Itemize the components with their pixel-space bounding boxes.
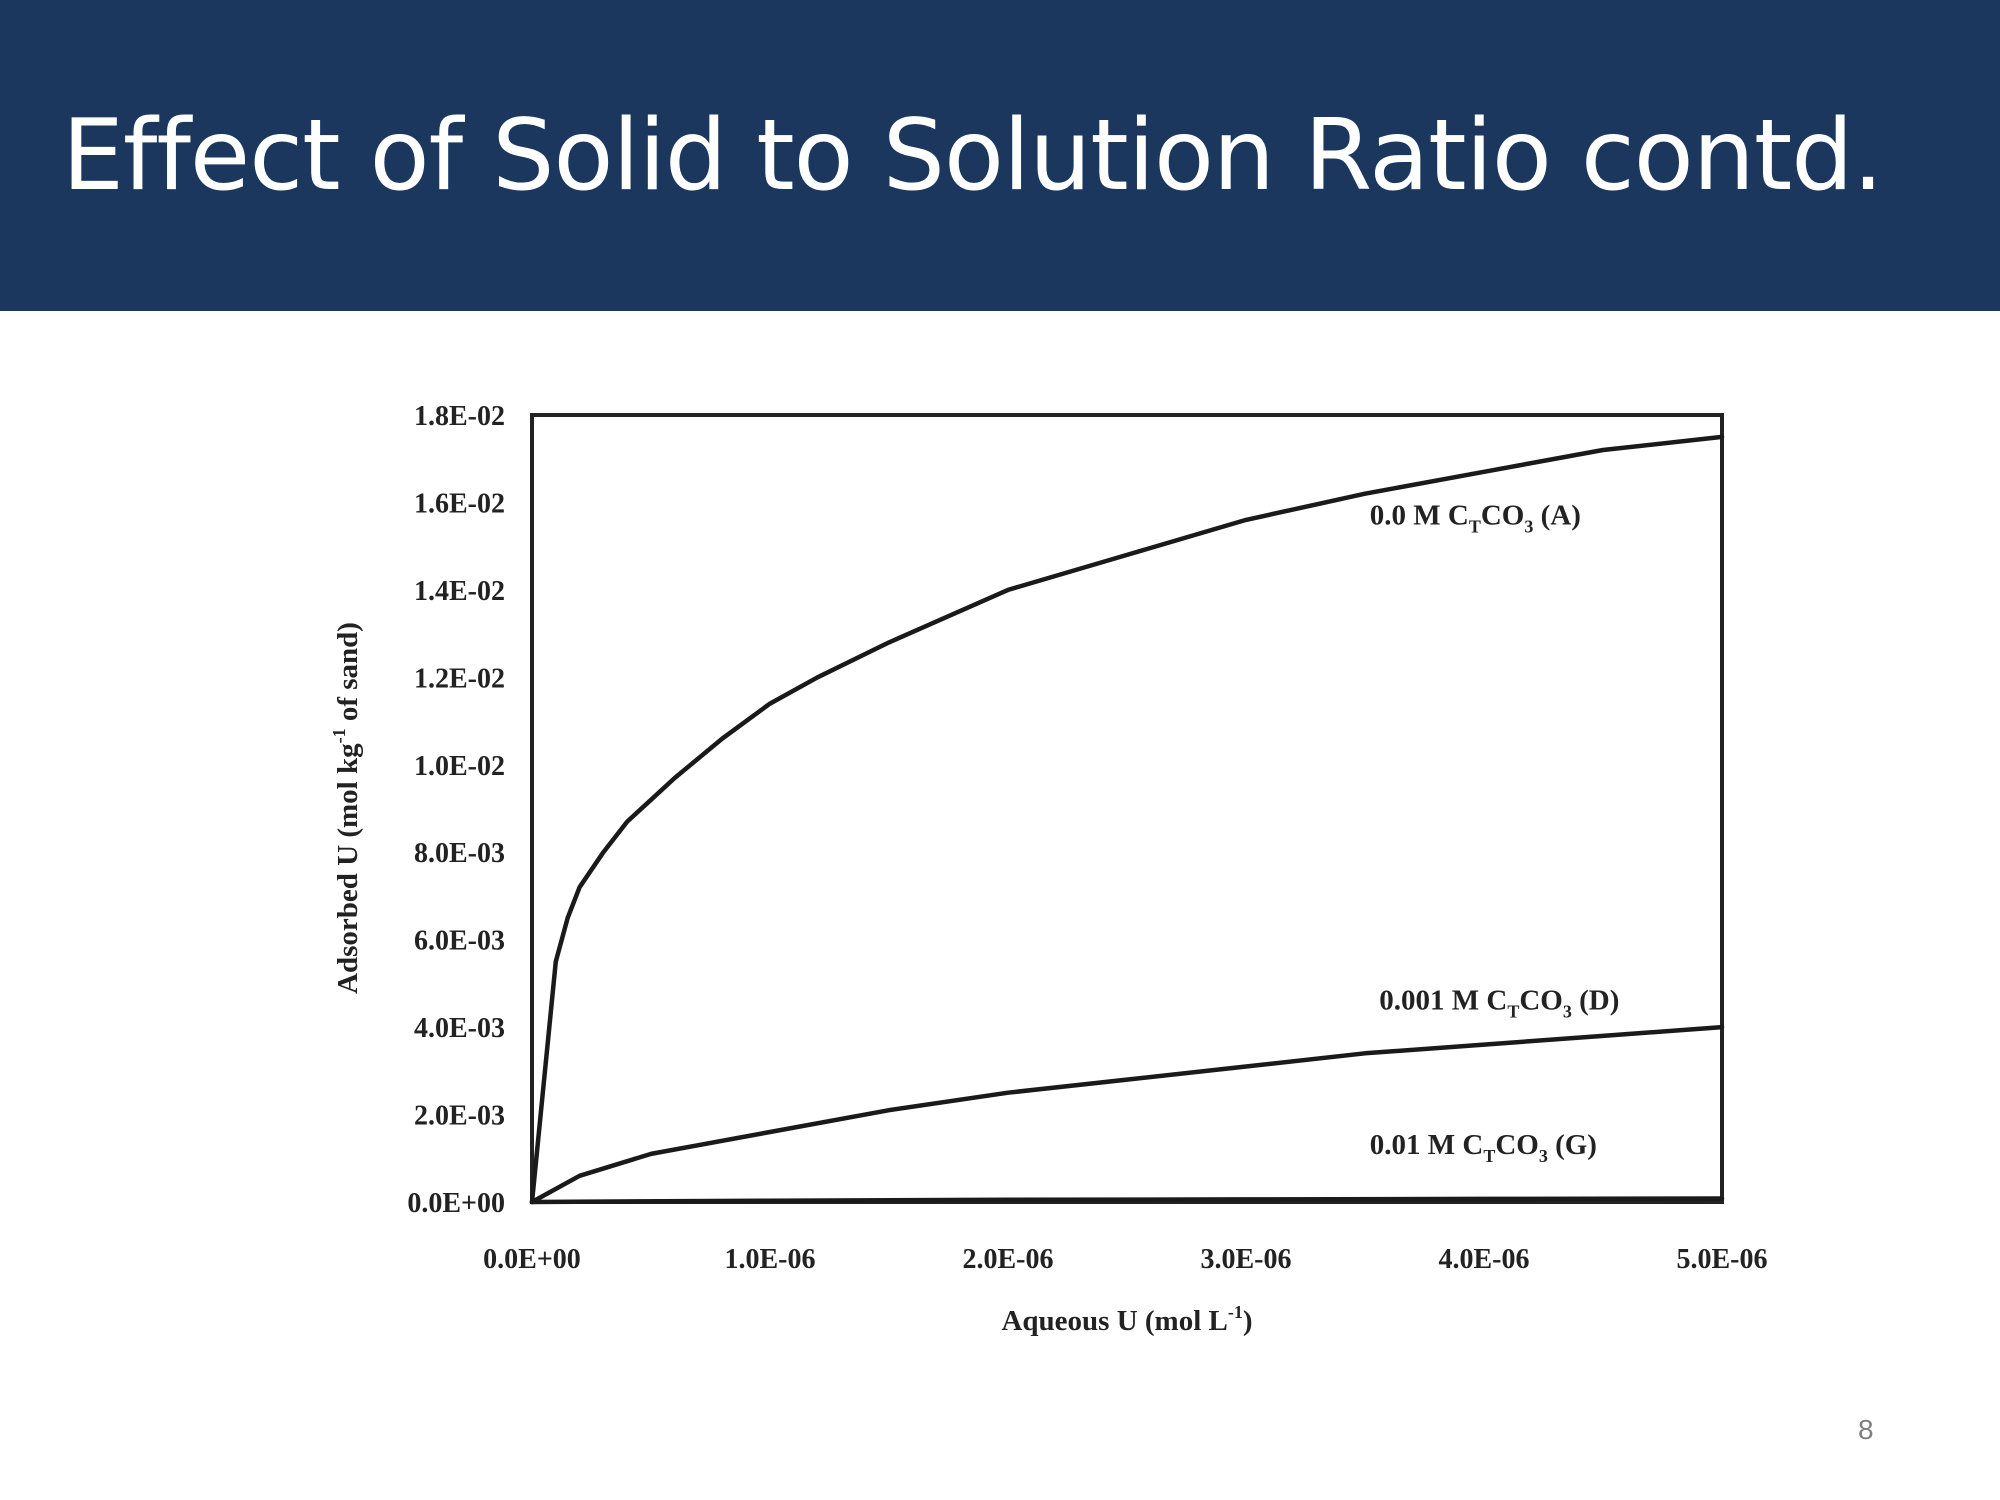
series-label-3: 0.01 M CTCO3 (G) bbox=[1370, 1129, 1597, 1166]
y-tick-label: 8.0E-03 bbox=[414, 838, 505, 869]
x-tick-label: 2.0E-06 bbox=[963, 1244, 1054, 1275]
series-line-3 bbox=[529, 1196, 1725, 1205]
y-tick-labels: 0.0E+00 2.0E-03 4.0E-03 6.0E-03 8.0E-03 1.0E-… bbox=[407, 401, 505, 1219]
series-lines bbox=[529, 434, 1725, 1205]
x-tick-label: 5.0E-06 bbox=[1677, 1244, 1768, 1275]
y-tick-label: 1.2E-02 bbox=[414, 663, 505, 694]
page-number: 8 bbox=[1858, 1414, 1874, 1445]
y-tick-label: 1.4E-02 bbox=[414, 576, 505, 607]
series-label-2: 0.001 M CTCO3 (D) bbox=[1379, 985, 1619, 1022]
y-tick-label: 1.6E-02 bbox=[414, 488, 505, 519]
slide-title: Effect of Solid to Solution Ratio contd. bbox=[62, 99, 1884, 213]
series-line-1 bbox=[529, 434, 1725, 1205]
x-tick-label: 4.0E-06 bbox=[1439, 1244, 1530, 1275]
series-labels: 0.0 M CTCO3 (A) 0.001 M CTCO3 (D) 0.01 M C… bbox=[1370, 499, 1620, 1166]
y-tick-label: 2.0E-03 bbox=[414, 1101, 505, 1132]
series-label-1: 0.0 M CTCO3 (A) bbox=[1370, 499, 1581, 536]
y-tick-label: 1.8E-02 bbox=[414, 401, 505, 432]
y-tick-label: 6.0E-03 bbox=[414, 926, 505, 957]
x-axis-title: Aqueous U (mol L-1) bbox=[1001, 1302, 1252, 1337]
series-line-2 bbox=[529, 1024, 1725, 1205]
x-tick-label: 3.0E-06 bbox=[1201, 1244, 1292, 1275]
x-tick-label: 1.0E-06 bbox=[725, 1244, 816, 1275]
plot-area-frame bbox=[530, 413, 1724, 1204]
x-tick-labels: 0.0E+00 1.0E-06 2.0E-06 3.0E-06 4.0E-06 5.0E-… bbox=[483, 1244, 1767, 1275]
y-tick-label: 0.0E+00 bbox=[407, 1188, 505, 1219]
y-tick-label: 1.0E-02 bbox=[414, 751, 505, 782]
title-bar bbox=[0, 0, 2000, 311]
y-axis-title: Adsorbed U (mol kg-1 of sand) bbox=[329, 622, 364, 994]
y-tick-label: 4.0E-03 bbox=[414, 1013, 505, 1044]
x-tick-label: 0.0E+00 bbox=[483, 1244, 581, 1275]
